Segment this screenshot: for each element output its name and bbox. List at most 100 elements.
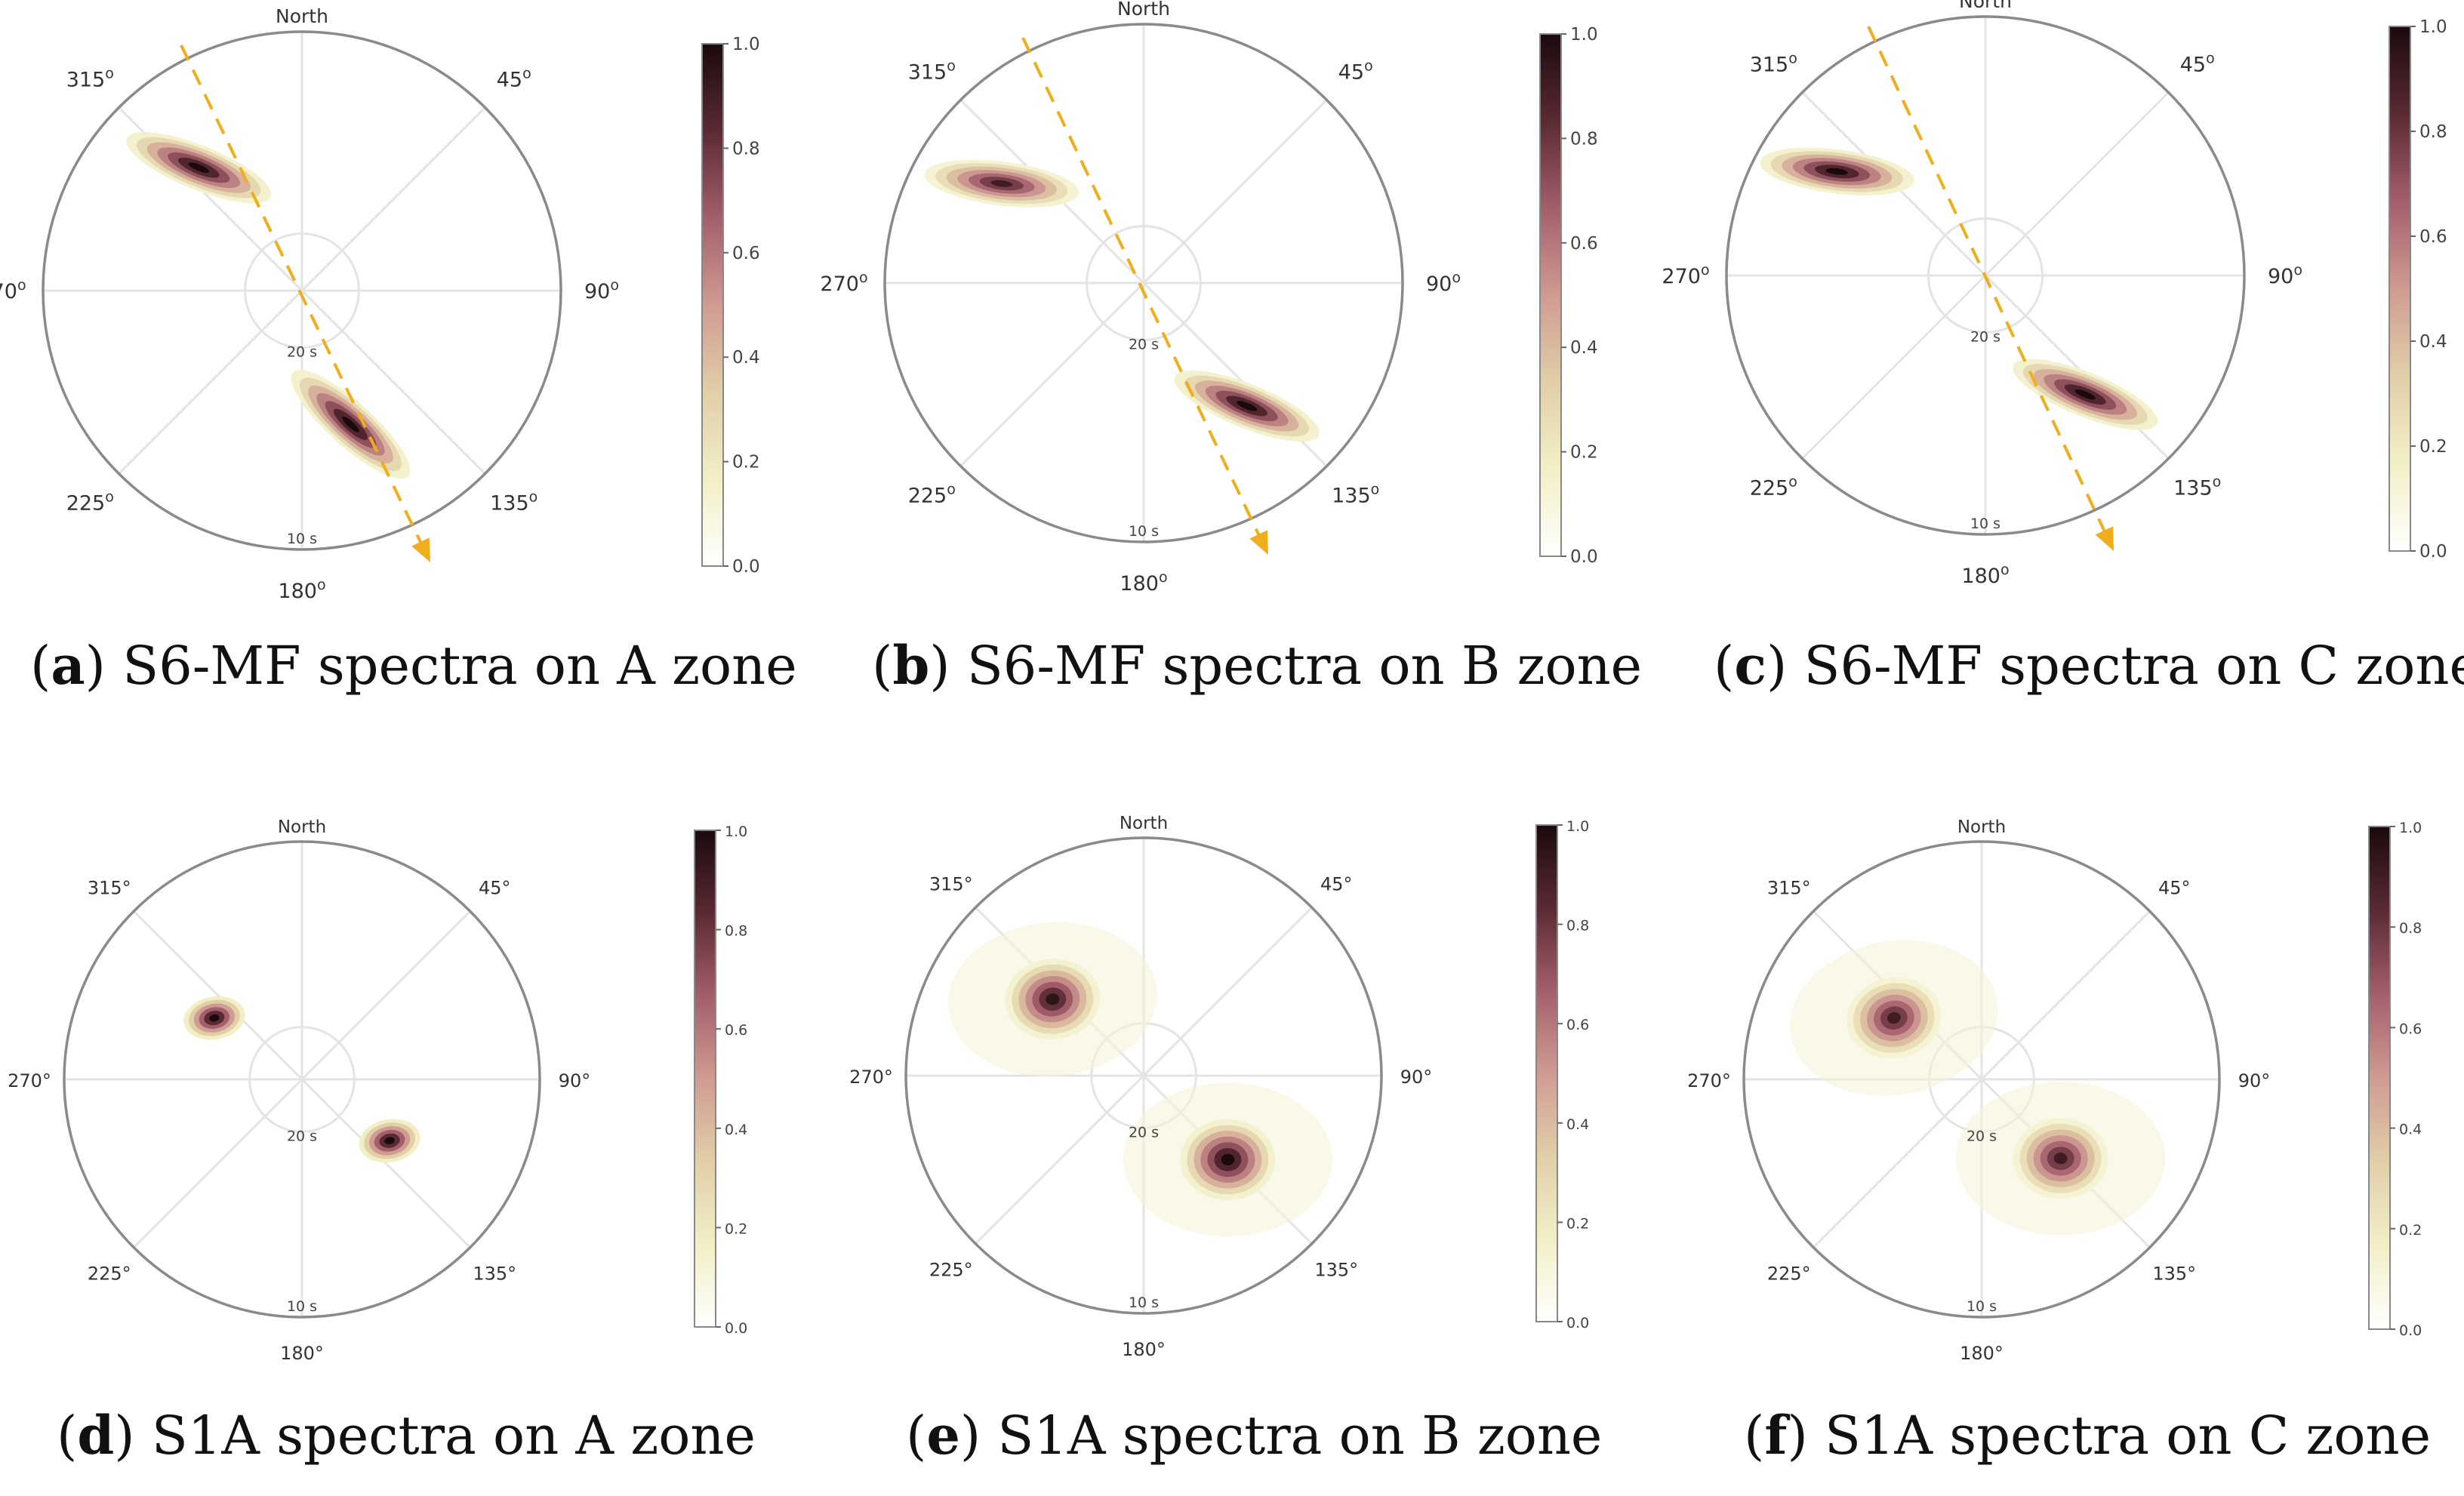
colorbar-tick-label: 1.0	[732, 35, 760, 54]
direction-label-45: 45°	[479, 878, 511, 899]
colorbar-tick-label: 0.6	[2419, 227, 2447, 247]
heat-level	[1046, 993, 1060, 1005]
grid-spoke	[1813, 1078, 1983, 1248]
grid-spoke	[300, 910, 471, 1081]
colorbar-tick-label: 0.8	[2419, 122, 2447, 142]
direction-arrow	[1021, 37, 1263, 540]
colorbar-tick-label: 0.2	[1570, 443, 1598, 463]
direction-label-225: 225°	[1767, 1263, 1811, 1284]
direction-label-135: 135o	[2173, 474, 2221, 500]
colorbar: 0.0 0.2 0.4 0.6 0.8 1.0	[1535, 818, 1589, 1331]
radial-label-20s: 20 s	[287, 1128, 317, 1144]
heat-layer	[924, 159, 1320, 442]
direction-label-90: 90o	[1426, 269, 1461, 296]
colorbar-tick-label: 0.8	[725, 923, 747, 940]
colorbar-tick-label: 0.2	[2419, 437, 2447, 457]
colorbar-tick-label: 1.0	[2399, 820, 2422, 836]
caption-f: (f) S1A spectra on C zone	[1744, 1404, 2432, 1467]
direction-label-45: 45o	[2180, 50, 2215, 76]
radial-label-20s: 20 s	[1970, 328, 2000, 345]
radial-label-10s: 10 s	[1970, 516, 2000, 532]
direction-label-135: 135°	[1314, 1259, 1358, 1280]
heat-cluster	[183, 996, 245, 1040]
outer-ring	[63, 840, 541, 1319]
colorbar-tick-label: 0.6	[1566, 1017, 1589, 1033]
polar-panel-b: North 45o 90o 135o 180o 225o 270o 315o 20 s 10 s 0…	[820, 0, 1597, 596]
degree-sup: o	[1788, 474, 1797, 491]
radial-label-20s: 20 s	[1129, 336, 1159, 352]
direction-arrow-head	[2095, 526, 2114, 551]
outer-ring	[883, 23, 1404, 543]
degree-sup: o	[317, 577, 326, 593]
degree-sup: o	[1371, 482, 1380, 498]
degree-sup: o	[2000, 562, 2010, 578]
heat-layer	[947, 922, 1332, 1237]
direction-label-270: 270o	[820, 269, 867, 296]
heat-level	[1825, 168, 1848, 175]
degree-sup: o	[1452, 269, 1461, 286]
caption-c: (c) S6-MF spectra on C zone	[1714, 634, 2464, 697]
grid-spoke	[133, 910, 303, 1081]
colorbar-tick-label: 0.2	[732, 453, 760, 473]
grid-spoke	[1984, 91, 2170, 277]
colorbar-fill	[1535, 824, 1558, 1322]
heat-cluster	[1174, 370, 1320, 442]
degree-sup: o	[859, 269, 868, 286]
colorbar-tick-label: 0.6	[2399, 1020, 2422, 1037]
colorbar-tick-label: 0.2	[1566, 1215, 1589, 1232]
direction-label-225: 225o	[66, 489, 114, 516]
grid-spoke	[975, 1074, 1145, 1245]
radial-label-10s: 10 s	[1129, 523, 1159, 540]
direction-label-180: 180°	[1122, 1339, 1166, 1360]
direction-label-180: 180o	[1961, 562, 2009, 588]
north-label: North	[1957, 817, 2006, 837]
heat-layer	[1790, 940, 2166, 1236]
radial-label-10s: 10 s	[1129, 1294, 1159, 1311]
direction-label-225: 225°	[88, 1263, 131, 1284]
grid-spoke	[300, 289, 486, 475]
degree-sup: o	[522, 65, 531, 82]
grid-spoke	[1980, 910, 2151, 1081]
direction-label-90: 90o	[2268, 262, 2302, 288]
heat-level	[990, 180, 1013, 187]
degree-sup: o	[105, 65, 114, 82]
inner-ring	[1927, 217, 2044, 334]
colorbar-tick-label: 0.4	[2399, 1122, 2422, 1138]
colorbar-tick-label: 0.8	[1570, 129, 1598, 149]
radial-label-20s: 20 s	[1129, 1124, 1159, 1140]
outer-ring	[1725, 15, 2246, 536]
outer-ring	[1742, 840, 2221, 1319]
radial-label-10s: 10 s	[1967, 1298, 1997, 1315]
colorbar-tick-label: 0.4	[2419, 332, 2447, 352]
direction-label-180: 180°	[280, 1343, 324, 1364]
grid-spoke	[118, 289, 303, 475]
direction-label-180: 180°	[1960, 1343, 2004, 1364]
polar-panel-c: North 45o 90o 135o 180o 225o 270o 315o 20 s 10 s 0…	[1662, 0, 2447, 588]
direction-label-270: 270°	[1687, 1070, 1731, 1091]
heat-cluster	[1760, 147, 1914, 195]
heat-level	[1221, 1153, 1235, 1166]
heat-level	[2074, 389, 2096, 400]
direction-label-270: 270°	[849, 1067, 893, 1088]
direction-arrow	[180, 45, 424, 548]
north-label: North	[278, 817, 326, 837]
grid-spoke	[1142, 99, 1328, 285]
heat-cluster	[924, 159, 1079, 208]
north-label: North	[1120, 814, 1168, 833]
colorbar-tick-label: 0.2	[2399, 1222, 2422, 1239]
direction-label-45: 45o	[1338, 57, 1373, 84]
caption-b: (b) S6-MF spectra on B zone	[872, 634, 1643, 697]
colorbar-tick-label: 0.0	[725, 1320, 747, 1337]
colorbar-tick-label: 0.4	[1566, 1116, 1589, 1133]
direction-label-225: 225°	[929, 1259, 973, 1280]
degree-sup: o	[2206, 50, 2215, 66]
direction-label-315: 315°	[1767, 878, 1811, 899]
direction-label-180: 180o	[1120, 569, 1167, 596]
colorbar: 0.0 0.2 0.4 0.6 0.8 1.0	[1539, 25, 1598, 567]
direction-label-270: 270o	[1662, 262, 1709, 288]
heat-level	[188, 162, 210, 173]
colorbar-tick-label: 1.0	[1566, 818, 1589, 835]
colorbar-tick-label: 0.2	[725, 1221, 747, 1237]
